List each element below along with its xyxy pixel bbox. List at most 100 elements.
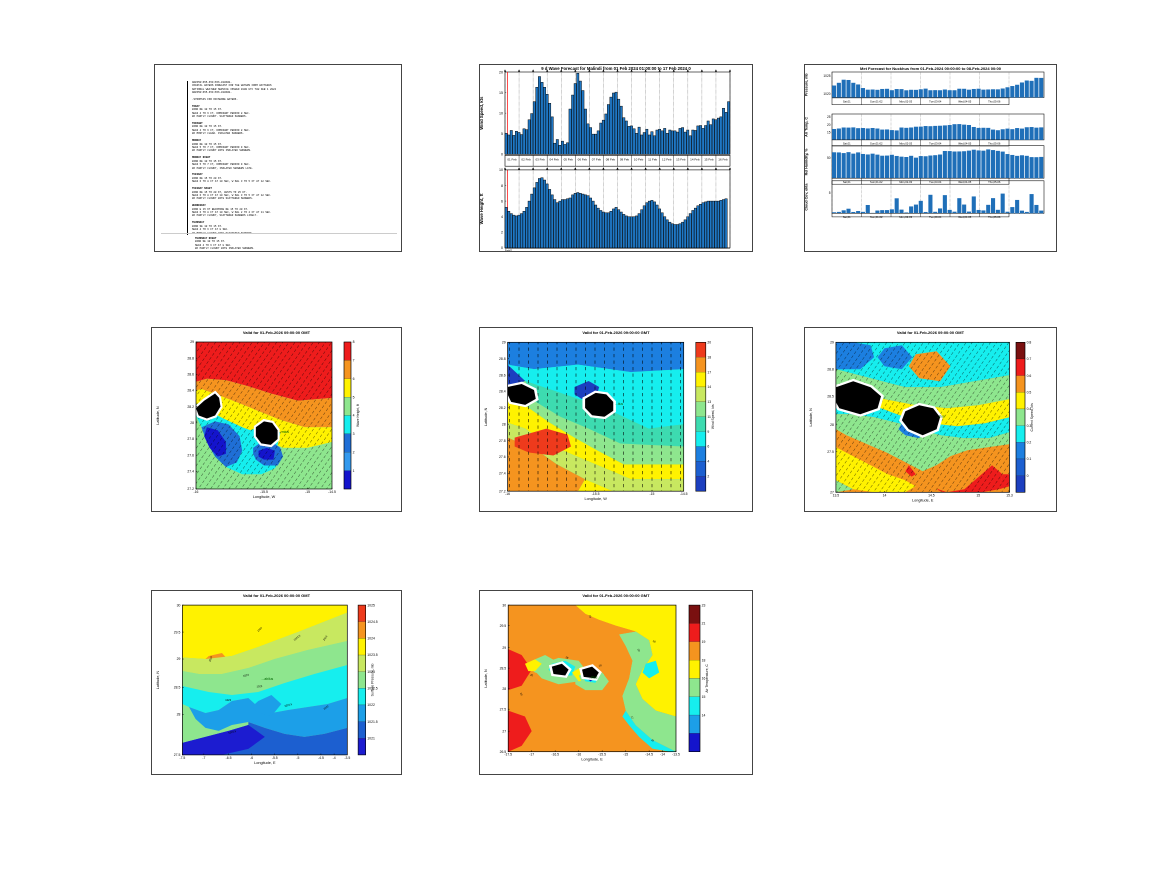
svg-text:0: 0 [1027,474,1029,478]
svg-text:...abilus: ...abilus [262,677,274,681]
svg-text:5: 5 [501,132,503,136]
svg-text:27.8: 27.8 [187,437,194,441]
svg-text:-4.5: -4.5 [318,756,324,760]
svg-text:50: 50 [827,156,831,160]
svg-text:-16: -16 [576,753,581,757]
svg-text:Wave Height, ft: Wave Height, ft [480,193,484,224]
svg-text:28.6: 28.6 [499,373,506,377]
svg-text:2: 2 [707,475,709,479]
svg-text:09 Feb: 09 Feb [620,157,630,161]
svg-text:Latitude, N: Latitude, N [156,671,160,690]
svg-text:4: 4 [501,215,503,219]
svg-text:Wed,04-05: Wed,04-05 [958,215,972,219]
svg-text:13: 13 [707,400,711,404]
svg-text:-5: -5 [296,756,299,760]
svg-text:6: 6 [501,199,503,203]
svg-text:...tius: ...tius [615,402,623,406]
svg-text:Latitude, N: Latitude, N [484,669,488,688]
svg-text:1024.5: 1024.5 [367,620,377,624]
svg-text:29: 29 [830,341,834,345]
svg-text:Wed,04-05: Wed,04-05 [958,142,972,146]
svg-text:15: 15 [976,493,980,497]
svg-text:07 Feb: 07 Feb [592,157,602,161]
svg-text:12 Feb: 12 Feb [662,157,672,161]
svg-text:13 Feb: 13 Feb [676,157,686,161]
svg-text:3: 3 [353,432,355,436]
svg-text:28.2: 28.2 [499,406,506,410]
svg-text:1023: 1023 [256,684,263,689]
svg-text:10: 10 [499,168,503,172]
svg-text:18: 18 [707,355,711,359]
svg-text:0: 0 [501,246,503,250]
svg-text:14: 14 [707,385,711,389]
svg-text:-5.5: -5.5 [272,756,278,760]
svg-text:1023: 1023 [225,698,231,702]
svg-text:20: 20 [499,70,503,74]
svg-text:23: 23 [702,603,706,607]
svg-text:14: 14 [883,493,887,497]
svg-text:-17: -17 [529,753,534,757]
svg-text:Wave Height, ft: Wave Height, ft [356,404,360,427]
svg-text:Longitude, E: Longitude, E [254,761,276,765]
svg-text:28.5: 28.5 [500,666,507,670]
svg-text:27.4: 27.4 [499,472,506,476]
svg-text:-14: -14 [660,753,665,757]
svg-text:0.2: 0.2 [1027,441,1032,445]
svg-text:28: 28 [190,421,194,425]
svg-text:28.8: 28.8 [827,368,834,372]
svg-text:-15: -15 [650,492,655,496]
svg-text:29: 29 [502,646,506,650]
svg-text:6: 6 [707,445,709,449]
svg-text:05 Feb: 05 Feb [564,157,574,161]
svg-text:Longitude, E: Longitude, E [581,758,603,762]
svg-text:28: 28 [830,423,834,427]
svg-text:01 Feb: 01 Feb [507,157,517,161]
svg-text:28.8: 28.8 [187,356,194,360]
svg-text:28: 28 [502,687,506,691]
svg-text:-16: -16 [194,490,199,494]
svg-text:Wed,04-05: Wed,04-05 [958,100,972,104]
svg-text:-4: -4 [333,756,336,760]
svg-text:4: 4 [707,460,709,464]
svg-text:1025: 1025 [823,74,830,78]
svg-text:4: 4 [353,414,355,418]
svg-text:30: 30 [502,603,506,607]
svg-text:27.8: 27.8 [499,439,506,443]
svg-text:19: 19 [702,640,706,644]
svg-text:Longitude, W: Longitude, W [253,495,276,499]
svg-text:30: 30 [177,603,181,607]
svg-text:14 Feb: 14 Feb [690,157,700,161]
svg-text:Longitude, W: Longitude, W [584,497,607,501]
svg-text:Mon,02-03: Mon,02-03 [899,100,912,104]
svg-text:28.4: 28.4 [187,389,194,393]
svg-text:-15.5: -15.5 [592,492,600,496]
svg-text:27.5: 27.5 [500,707,507,711]
svg-text:Thu,05-06: Thu,05-06 [988,215,1001,219]
svg-text:Surface Pressure, mb: Surface Pressure, mb [371,663,375,696]
svg-text:-14.5: -14.5 [328,490,336,494]
svg-text:Tue,03-04: Tue,03-04 [929,215,942,219]
svg-text:Sun,01-02: Sun,01-02 [870,100,883,104]
svg-text:Longitude, E: Longitude, E [912,498,934,502]
svg-text:04 Feb: 04 Feb [550,157,560,161]
svg-text:25: 25 [827,115,831,119]
svg-text:26.5: 26.5 [500,750,507,754]
svg-text:16 Feb: 16 Feb [718,157,728,161]
svg-text:27: 27 [502,729,506,733]
svg-text:Mon,02-03: Mon,02-03 [899,215,912,219]
svg-text:29.5: 29.5 [500,624,507,628]
svg-text:Wind Speed, kts: Wind Speed, kts [480,96,484,130]
svg-text:...mius: ...mius [279,430,289,434]
svg-text:27.5: 27.5 [174,753,181,757]
svg-text:-15.5: -15.5 [598,753,606,757]
svg-text:03 Feb: 03 Feb [535,157,545,161]
svg-text:28: 28 [502,422,506,426]
svg-text:15.3: 15.3 [1006,493,1013,497]
svg-text:27.6: 27.6 [187,453,194,457]
svg-text:7: 7 [353,359,355,363]
svg-text:28.8: 28.8 [499,357,506,361]
svg-text:-16.5: -16.5 [551,753,559,757]
svg-text:29: 29 [177,657,181,661]
svg-text:Thu,05-06: Thu,05-06 [988,142,1001,146]
svg-text:17: 17 [707,370,711,374]
